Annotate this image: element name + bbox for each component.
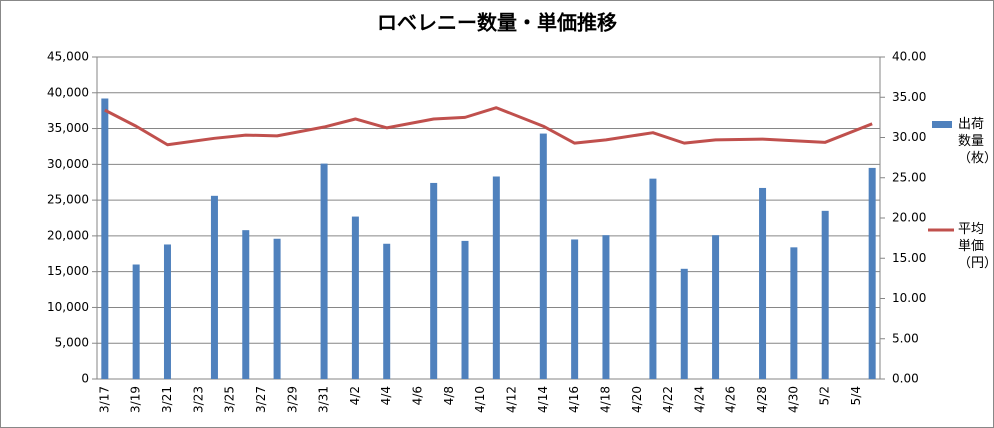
x-tick-label: 3/17 <box>97 386 111 413</box>
bar <box>680 268 688 379</box>
x-tick-label: 3/21 <box>160 386 174 413</box>
y2-tick-label: 15.00 <box>892 251 926 265</box>
y2-tick-label: 40.00 <box>892 50 926 64</box>
legend-swatch <box>932 121 952 128</box>
y2-tick-label: 10.00 <box>892 291 926 305</box>
x-tick-label: 3/23 <box>191 386 205 413</box>
bar <box>430 182 438 379</box>
x-tick-label: 4/30 <box>786 386 800 413</box>
x-tick-label: 4/26 <box>724 386 738 413</box>
x-tick-label: 5/4 <box>849 386 863 405</box>
bar <box>712 235 720 379</box>
y-tick-label: 10,000 <box>47 300 89 314</box>
bar <box>759 187 767 379</box>
bar <box>351 216 359 379</box>
y-tick-label: 20,000 <box>47 228 89 242</box>
x-tick-label: 4/16 <box>567 386 581 413</box>
bar <box>790 247 798 379</box>
bar <box>649 178 657 379</box>
legend-label: 出荷数量（枚） <box>958 117 994 166</box>
y2-tick-label: 5.00 <box>892 331 919 345</box>
x-tick-label: 4/14 <box>536 386 550 413</box>
x-tick-label: 4/8 <box>442 386 456 405</box>
y-tick-label: 5,000 <box>55 336 89 350</box>
bar <box>163 244 171 379</box>
x-tick-label: 3/25 <box>223 386 237 413</box>
x-tick-label: 4/2 <box>348 386 362 405</box>
bar <box>492 176 500 379</box>
y-tick-label: 40,000 <box>47 85 89 99</box>
y2-tick-label: 0.00 <box>892 372 919 386</box>
bar <box>242 230 250 379</box>
bar <box>210 195 218 379</box>
x-tick-label: 4/12 <box>504 386 518 413</box>
line <box>104 106 873 147</box>
bar <box>132 264 140 379</box>
bar <box>383 243 391 379</box>
y2-tick-label: 20.00 <box>892 211 926 225</box>
y-tick-label: 45,000 <box>47 50 89 64</box>
x-tick-label: 4/28 <box>755 386 769 413</box>
x-tick-label: 3/27 <box>254 386 268 413</box>
x-tick-label: 3/31 <box>317 386 331 413</box>
bar <box>320 163 328 379</box>
x-tick-label: 4/20 <box>630 386 644 413</box>
bar <box>868 167 876 379</box>
x-tick-label: 4/4 <box>379 386 393 405</box>
y2-tick-label: 30.00 <box>892 130 926 144</box>
chart-title: ロベレニー数量・単価推移 <box>377 11 617 35</box>
bar <box>461 240 469 379</box>
bar <box>602 235 610 379</box>
bar <box>539 133 547 379</box>
y2-tick-label: 35.00 <box>892 90 926 104</box>
x-tick-label: 4/6 <box>411 386 425 405</box>
bar <box>273 238 281 379</box>
bar <box>101 98 109 379</box>
x-tick-label: 3/29 <box>285 386 299 413</box>
x-tick-label: 4/24 <box>692 386 706 413</box>
y-tick-label: 15,000 <box>47 264 89 278</box>
y2-tick-label: 25.00 <box>892 170 926 184</box>
x-tick-label: 4/18 <box>598 386 612 413</box>
legend-label: 平均単価（円） <box>958 222 994 271</box>
y-tick-label: 35,000 <box>47 121 89 135</box>
y-tick-label: 30,000 <box>47 157 89 171</box>
y-tick-label: 25,000 <box>47 193 89 207</box>
bar <box>821 210 829 379</box>
x-tick-label: 4/22 <box>661 386 675 413</box>
y-tick-label: 0 <box>81 372 89 386</box>
x-tick-label: 3/19 <box>129 386 143 413</box>
x-tick-label: 4/10 <box>473 386 487 413</box>
x-tick-label: 5/2 <box>818 386 832 405</box>
bar <box>571 239 579 379</box>
